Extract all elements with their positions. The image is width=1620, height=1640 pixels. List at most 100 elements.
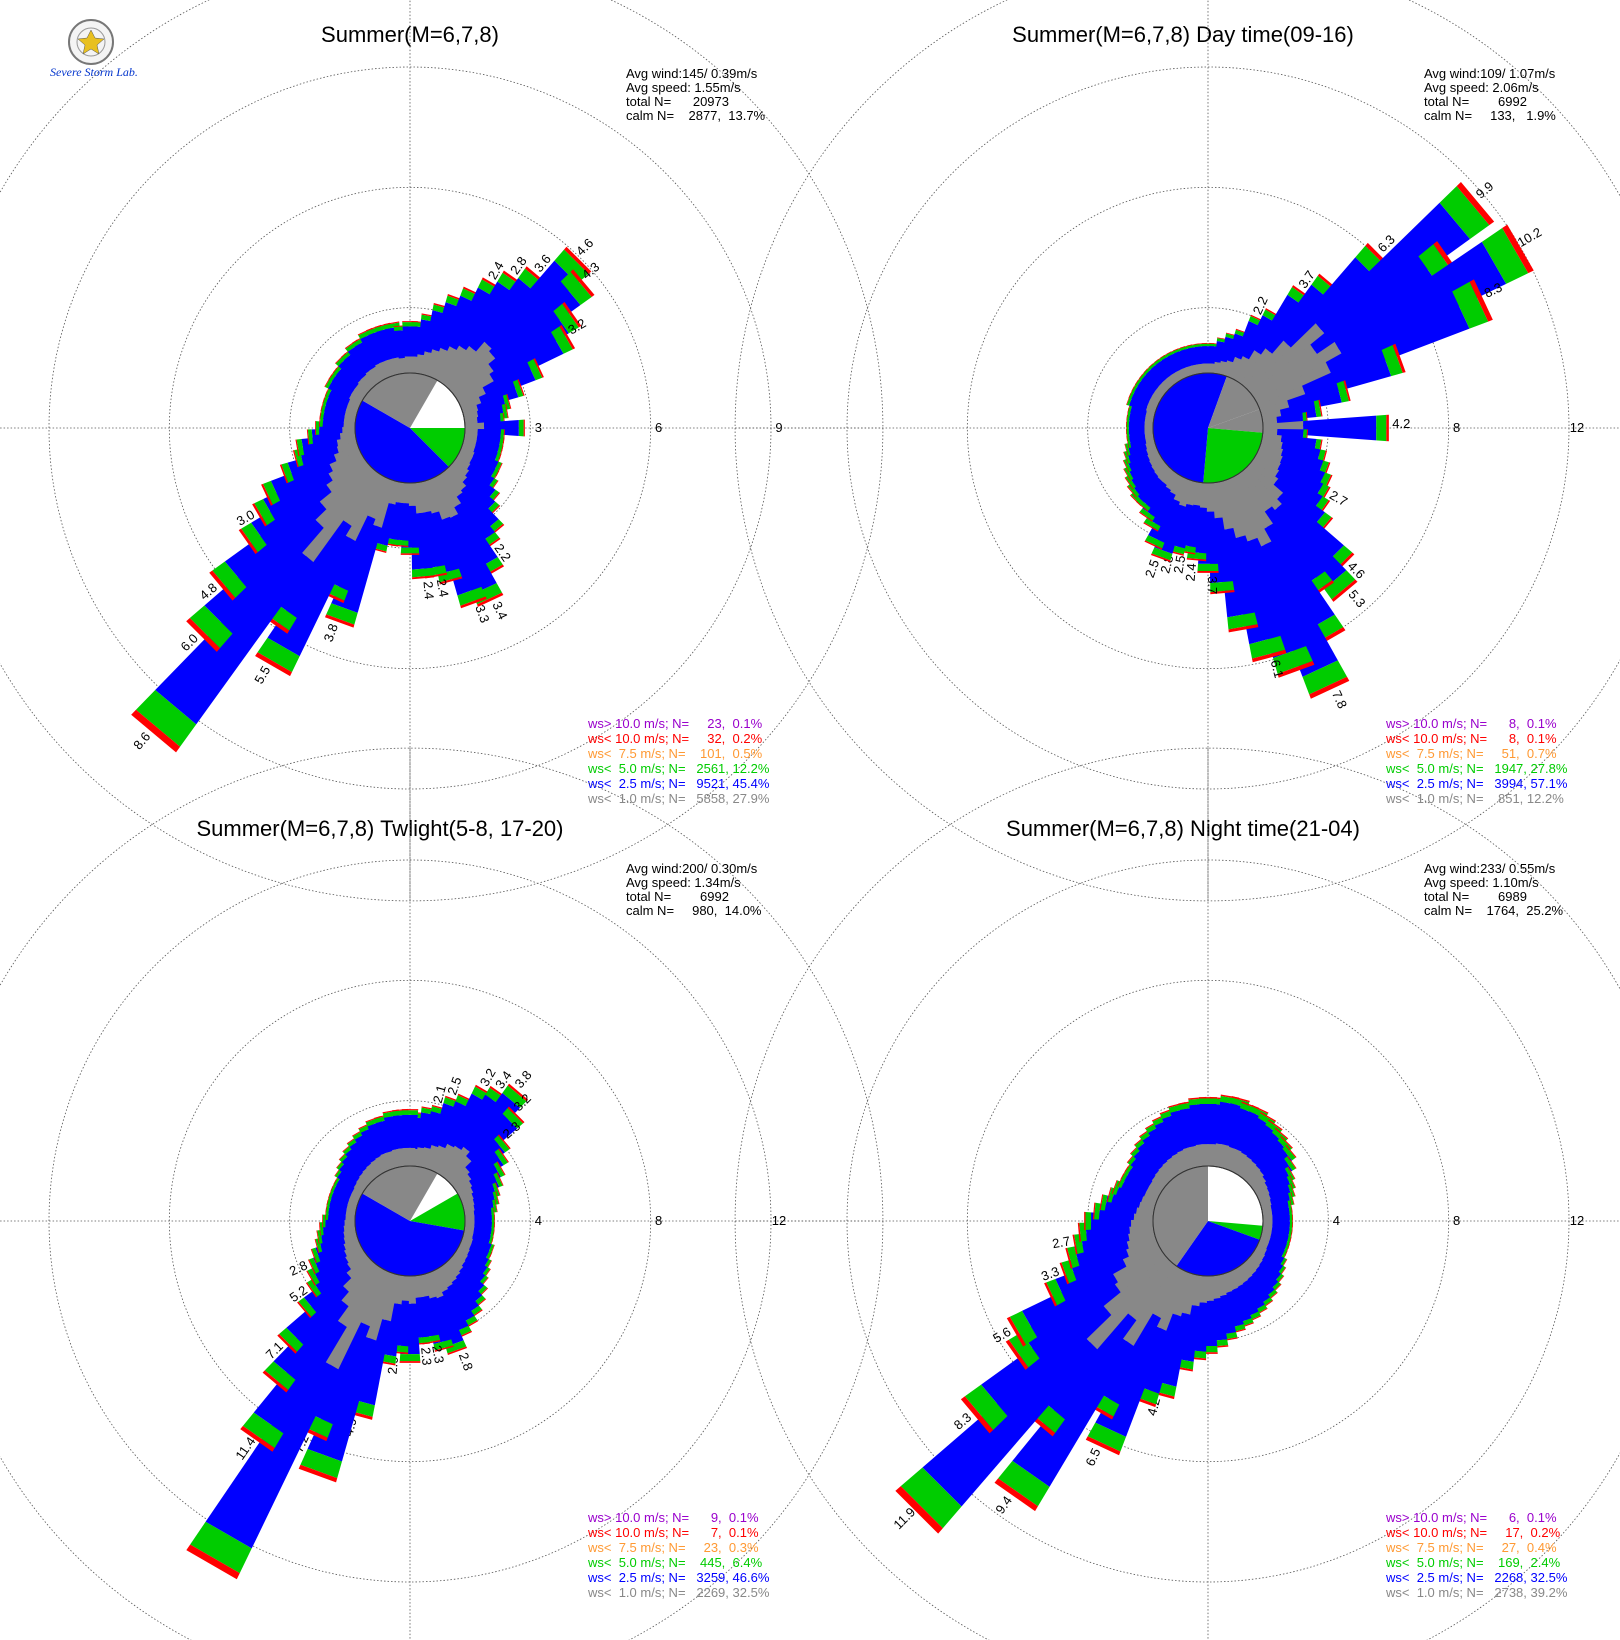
range-ring [966, 979, 1450, 1463]
wind-bar-segment [1151, 547, 1173, 561]
wind-bar-segment [1325, 291, 1470, 381]
stats-line: Avg speed: 1.34m/s [626, 875, 741, 890]
wind-bar-segment [1198, 1097, 1218, 1099]
wind-bar-segment [383, 321, 400, 326]
wind-bar-segment [445, 514, 497, 595]
wind-bar-segment [1267, 1119, 1283, 1131]
wind-bar-segment [449, 503, 498, 569]
wind-bar-segment [252, 503, 267, 527]
calm-pie-slice [1152, 1166, 1208, 1267]
range-ring [168, 186, 652, 670]
stats-line: total N= 6992 [1424, 94, 1527, 109]
wind-bar-segment [1044, 1282, 1058, 1307]
wind-bar-segment [1481, 228, 1529, 284]
wind-bar-segment [1100, 1194, 1108, 1211]
wind-bar-segment [1227, 612, 1258, 630]
legend-entry: ws< 10.0 m/s; N= 8, 0.1% [1385, 731, 1557, 746]
wind-bar-segment [1250, 1176, 1269, 1193]
bar-value-label: 2.8 [456, 1351, 476, 1373]
wind-bar-segment [1277, 661, 1315, 678]
wind-bar-segment [447, 1346, 468, 1355]
stats-line: Avg speed: 1.10m/s [1424, 875, 1539, 890]
wind-bar-segment [433, 1339, 454, 1351]
wind-bar-segment [506, 394, 512, 409]
legend-entry: ws> 10.0 m/s; N= 6, 0.1% [1385, 1510, 1557, 1525]
wind-bar-segment [1272, 492, 1344, 564]
wind-bar-segment [1085, 1212, 1092, 1230]
wind-bar-segment [1126, 486, 1137, 498]
wind-bar-segment [442, 1260, 461, 1280]
stats-line: calm N= 133, 1.9% [1424, 108, 1556, 123]
wind-bar-segment [255, 652, 292, 677]
wind-bar-segment [1240, 348, 1277, 389]
wind-bar-segment [365, 367, 382, 386]
wind-bar-segment [981, 1299, 1112, 1417]
bar-value-label: 9.9 [1473, 178, 1496, 201]
wind-bar-segment [1106, 1187, 1112, 1202]
calm-pie-slice [410, 1193, 465, 1231]
wind-bar-segment [457, 485, 499, 532]
stats-line: Avg wind:233/ 0.55m/s [1424, 861, 1556, 876]
calm-pie-outline [1152, 372, 1264, 484]
wind-bar-segment [1202, 1144, 1214, 1167]
wind-bar-segment [1148, 1125, 1177, 1161]
wind-bar-segment [570, 269, 595, 297]
wind-bar-segment [251, 479, 332, 545]
wind-bar-segment [445, 463, 468, 486]
bar-value-label: 4.6 [573, 235, 596, 258]
wind-bar-segment [1280, 1136, 1293, 1149]
wind-bar-segment [469, 1164, 501, 1190]
wind-bar-segment [1270, 504, 1347, 589]
wind-bar-segment [1502, 224, 1534, 274]
axis-tick-label: 8 [1453, 420, 1460, 435]
wind-bar-segment [1287, 1166, 1296, 1180]
wind-bar-segment [459, 477, 496, 514]
wind-bar-segment [1283, 257, 1379, 353]
wind-bar-segment [517, 379, 525, 396]
bar-value-label: 3.8 [512, 1067, 535, 1090]
bar-value-label: 6.1 [1268, 658, 1287, 679]
wind-bar-segment [1231, 1096, 1250, 1103]
wind-bar-segment [1240, 467, 1282, 514]
wind-bar-segment [445, 1156, 475, 1186]
wind-bar-segment [1154, 1167, 1173, 1186]
wind-bar-segment [1250, 344, 1322, 400]
axis-tick-label: 12 [1570, 1213, 1584, 1228]
wind-bar-segment [1290, 1192, 1295, 1205]
windrose-panel-4: Summer(M=6,7,8) Night time(21-04)4 8 124.2… [734, 747, 1620, 1640]
wind-bar-segment [241, 522, 267, 553]
wind-bar-segment [1139, 478, 1167, 508]
wind-bar-segment [900, 1467, 962, 1529]
wind-bar-segment [261, 483, 273, 506]
wind-bar-segment [1258, 523, 1335, 632]
wind-bar-segment [1248, 1270, 1275, 1299]
wind-bar-segment [1199, 1104, 1217, 1145]
wind-bar-segment [357, 375, 375, 393]
calm-pie-outline [1152, 1165, 1264, 1277]
wind-bar-segment [438, 1263, 457, 1285]
wind-bar-segment [560, 271, 592, 306]
wind-bar-segment [1284, 1166, 1295, 1181]
wind-bar-segment [1324, 570, 1356, 600]
wind-bar-segment [1231, 473, 1274, 533]
bar-value-label: 3.3 [1039, 1264, 1061, 1284]
wind-bar-segment [361, 371, 378, 389]
bar-value-label: 3.4 [489, 599, 510, 622]
wind-bar-segment [296, 439, 305, 456]
wind-bar-segment [1273, 646, 1313, 674]
legend-entry: ws< 7.5 m/s; N= 23, 0.3% [587, 1540, 759, 1555]
bar-value-label: 2.5 [1170, 554, 1188, 574]
wind-bar-segment [1247, 323, 1330, 396]
bar-value-label: 3.3 [472, 603, 492, 625]
wind-bar-segment [1456, 182, 1495, 226]
wind-bar-segment [1099, 1194, 1104, 1211]
wind-bar-segment [326, 603, 358, 625]
calm-pie-slice [362, 372, 438, 428]
wind-bar-segment [964, 1384, 1008, 1430]
wind-bar-segment [1077, 1222, 1081, 1242]
legend-entry: ws< 2.5 m/s; N= 3259, 46.6% [587, 1570, 770, 1585]
wind-bar-segment [1240, 537, 1307, 659]
wind-bar-segment [325, 451, 365, 481]
wind-bar-segment [131, 709, 181, 753]
wind-bar-segment [1072, 1234, 1078, 1255]
